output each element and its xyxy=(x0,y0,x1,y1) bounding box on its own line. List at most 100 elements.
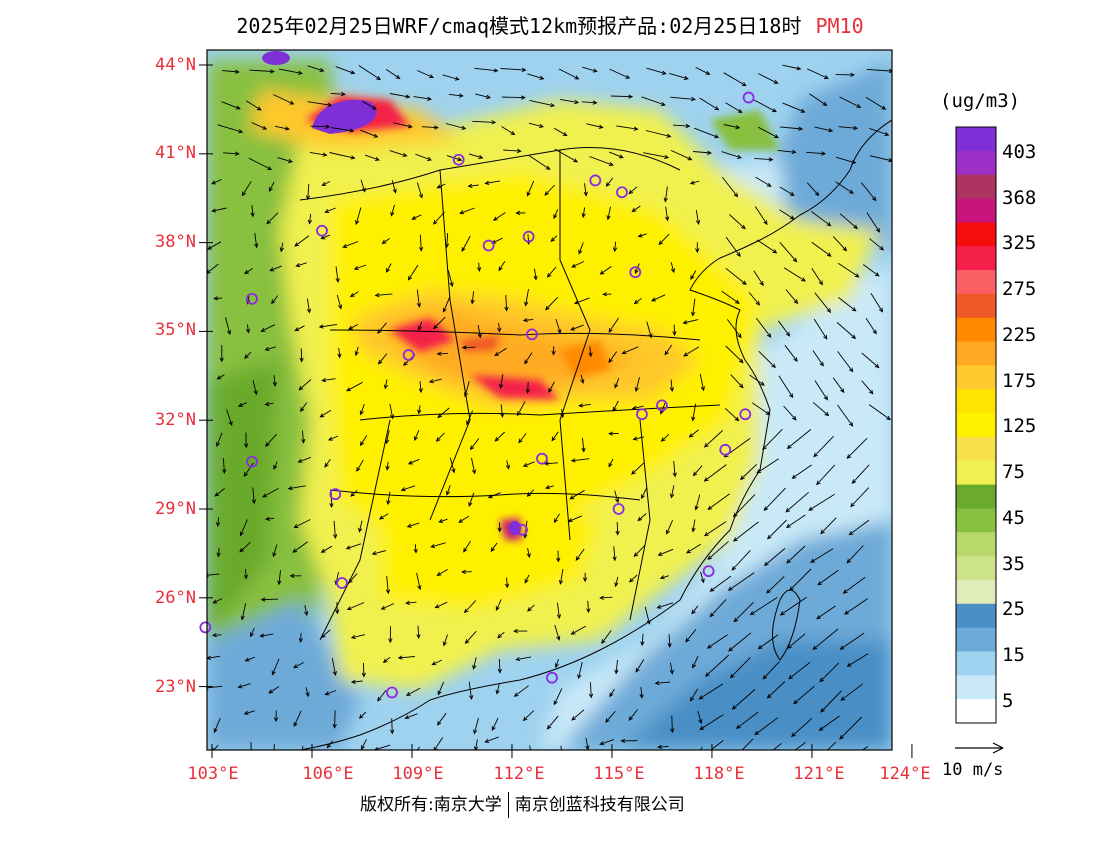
wind-vector xyxy=(835,72,856,78)
wind-vector xyxy=(350,679,363,685)
wind-vector xyxy=(589,156,614,167)
station-marker xyxy=(742,91,755,104)
wind-vector xyxy=(639,686,644,699)
wind-vector xyxy=(575,548,585,561)
colorbar-label: 325 xyxy=(1002,232,1037,254)
wind-vector xyxy=(641,487,648,500)
wind-vector xyxy=(697,711,703,725)
wind-vector xyxy=(301,430,306,444)
wind-vector xyxy=(304,605,309,617)
wind-vector xyxy=(692,465,703,477)
wind-vector xyxy=(524,574,530,584)
wind-vector xyxy=(445,123,467,130)
colorbar-swatch xyxy=(956,127,996,152)
wind-vector xyxy=(820,517,837,535)
wind-vector xyxy=(669,379,675,393)
copyright-company: 南京创蓝科技有限公司 xyxy=(514,795,685,815)
colorbar-swatch xyxy=(956,579,996,605)
wind-vector xyxy=(633,297,642,305)
wind-vector xyxy=(293,519,311,528)
lon-label-103: 103°E xyxy=(187,764,239,784)
wind-vector xyxy=(484,180,501,186)
wind-vector xyxy=(243,710,255,715)
wind-vector xyxy=(688,429,699,438)
wind-vector xyxy=(298,632,303,643)
wind-vector xyxy=(608,431,619,436)
colorbar-label: 225 xyxy=(1002,324,1037,346)
wind-vector xyxy=(411,214,422,220)
wind-vector xyxy=(860,182,877,202)
wind-vector xyxy=(219,345,224,363)
wind-vector xyxy=(226,409,233,427)
wind-vector xyxy=(499,374,504,389)
wind-vector xyxy=(213,717,221,734)
wind-vector xyxy=(477,324,482,339)
wind-vector xyxy=(501,126,516,136)
wind-vector xyxy=(667,634,672,648)
wind-vector xyxy=(244,656,256,662)
wind-vector xyxy=(515,210,526,216)
wind-vector xyxy=(501,95,526,100)
wind-vector xyxy=(513,628,528,634)
wind-vector xyxy=(260,597,279,602)
copyright-owner: 版权所有:南京大学 xyxy=(360,795,502,815)
wind-vector xyxy=(670,262,676,274)
colorbar-swatch xyxy=(956,484,996,509)
wind-vector xyxy=(664,344,673,356)
wind-vector xyxy=(609,68,631,79)
wind-vector xyxy=(816,464,836,486)
wind-vector xyxy=(524,352,533,365)
wind-vector xyxy=(211,207,227,213)
colorbar-swatch xyxy=(956,341,996,366)
colorbar-swatch xyxy=(956,699,996,724)
wind-vector xyxy=(292,541,308,553)
wind-vector xyxy=(599,595,613,600)
wind-vector xyxy=(685,629,697,643)
wind-vector xyxy=(359,129,379,138)
wind-vector xyxy=(529,745,533,750)
wind-vector xyxy=(461,235,471,253)
wind-vector xyxy=(346,602,365,611)
lon-label-115: 115°E xyxy=(593,764,645,784)
wind-vector xyxy=(545,296,559,311)
wind-vector xyxy=(762,661,780,680)
colorbar-swatch xyxy=(956,150,996,176)
wind-vector xyxy=(432,211,445,225)
wind-vector xyxy=(660,433,670,442)
wind-vector xyxy=(553,688,563,706)
wind-vector xyxy=(869,127,890,136)
wind-vector xyxy=(616,125,639,131)
wind-vector xyxy=(581,207,586,219)
wind-vector xyxy=(586,600,591,614)
wind-vector xyxy=(327,435,339,441)
wind-vector xyxy=(382,656,391,664)
wind-vector xyxy=(464,630,477,644)
wind-vector xyxy=(405,687,421,696)
wind-vector xyxy=(522,318,534,323)
wind-vector xyxy=(789,568,812,591)
wind-vector xyxy=(525,382,530,394)
wind-vector xyxy=(250,741,252,750)
wind-vector xyxy=(633,544,646,558)
wind-vector xyxy=(381,238,390,245)
wind-vector xyxy=(320,545,333,553)
colorbar-label: 35 xyxy=(1002,553,1025,575)
wind-vector xyxy=(814,380,828,401)
wind-vector xyxy=(631,205,641,213)
wind-vector-field xyxy=(207,64,892,750)
wind-vector xyxy=(707,493,730,511)
wind-vector xyxy=(385,69,401,80)
wind-vector xyxy=(470,291,475,305)
wind-vector xyxy=(472,657,477,670)
wind-vector xyxy=(555,318,562,335)
wind-vector xyxy=(646,67,667,75)
wind-vector xyxy=(415,153,432,161)
wind-vector xyxy=(839,716,863,740)
colorbar-label: 75 xyxy=(1002,461,1025,483)
wind-vector xyxy=(725,345,744,364)
wind-vector xyxy=(612,400,619,412)
wind-vector xyxy=(302,745,304,750)
wind-vector xyxy=(588,346,593,358)
wind-vector xyxy=(272,375,277,387)
wind-vector xyxy=(657,548,674,556)
